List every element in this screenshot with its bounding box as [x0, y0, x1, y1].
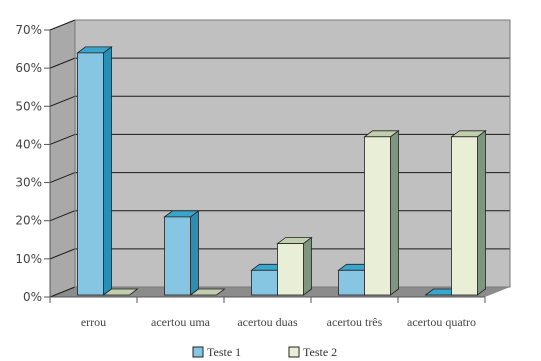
bar-front: [338, 269, 365, 296]
x-tick-label: acertou duas: [237, 315, 298, 329]
legend-swatch: [288, 346, 300, 358]
y-tick-label: 40%: [15, 137, 42, 151]
legend-label: Teste 1: [207, 345, 241, 359]
bar: [450, 130, 487, 296]
x-tick-label: errou: [81, 315, 106, 329]
y-tick-label: 0%: [23, 290, 42, 304]
bars: [76, 46, 487, 296]
legend-item: Teste 1: [192, 345, 241, 359]
bar-side: [190, 210, 199, 296]
bar: [363, 130, 400, 296]
legend: Teste 1 Teste 2: [192, 345, 337, 359]
x-tick-label: acertou quatro: [407, 315, 476, 329]
bar-side: [303, 236, 312, 296]
gridline-side: [49, 95, 76, 107]
gridline-side: [49, 133, 76, 145]
bar-side: [103, 46, 112, 296]
bar: [163, 210, 200, 296]
bar-side: [390, 130, 399, 296]
bar: [76, 46, 113, 296]
gridline-side: [49, 210, 76, 222]
bar: [102, 288, 139, 296]
gridlines: [49, 19, 511, 298]
chart-side-wall: [50, 20, 75, 297]
y-axis: 0% 10% 20% 30% 40% 50% 60% 70%: [15, 23, 51, 304]
legend-swatch: [192, 346, 204, 358]
legend-label: Teste 2: [303, 345, 337, 359]
y-tick-label: 10%: [15, 252, 42, 266]
bar-front: [364, 136, 391, 296]
bar-top: [102, 288, 139, 296]
bar-top: [189, 288, 226, 296]
bar-front: [451, 136, 478, 296]
bar: [276, 236, 313, 296]
gridline-side: [49, 248, 76, 260]
gridline-side: [49, 57, 76, 69]
bar-front: [251, 269, 278, 296]
x-axis: errou acertou uma acertou duas acertou três…: [49, 296, 486, 329]
bar-side: [477, 130, 486, 296]
legend-item: Teste 2: [288, 345, 337, 359]
y-tick-label: 30%: [15, 176, 42, 190]
gridline-side: [49, 172, 76, 184]
bar-front: [164, 216, 191, 296]
gridline-side: [49, 19, 76, 31]
x-tick-label: acertou três: [327, 315, 383, 329]
bar-front: [277, 243, 304, 296]
y-tick-label: 50%: [15, 99, 42, 113]
y-tick-label: 70%: [15, 23, 42, 37]
gridline-side: [49, 286, 76, 298]
bar: [189, 288, 226, 296]
y-tick-label: 60%: [15, 61, 42, 75]
y-tick-label: 20%: [15, 214, 42, 228]
x-tick-label: acertou uma: [151, 315, 211, 329]
bar-front: [77, 52, 104, 296]
